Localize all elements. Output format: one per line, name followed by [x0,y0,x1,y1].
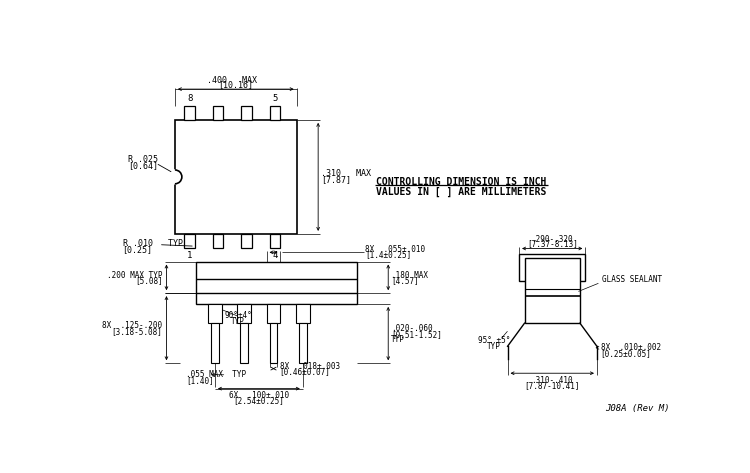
Circle shape [168,170,182,184]
Text: [0.46±0.07]: [0.46±0.07] [280,367,331,376]
Text: .200 MAX TYP: .200 MAX TYP [107,271,163,280]
Text: R .025: R .025 [128,156,158,165]
Text: [3.18-5.08]: [3.18-5.08] [112,327,163,336]
Bar [270,106,280,120]
Text: .055 MAX  TYP: .055 MAX TYP [187,370,247,379]
Text: 1: 1 [187,251,192,260]
Text: .020-.060: .020-.060 [392,324,433,333]
Bar [175,120,296,234]
Text: [1.4±0.25]: [1.4±0.25] [365,250,411,259]
Bar [242,234,252,248]
Bar [184,106,195,120]
Bar [237,304,251,323]
Bar [270,323,278,363]
Text: [1.40]: [1.40] [187,377,214,385]
Text: .290-.320: .290-.320 [532,235,573,244]
Text: 6X  .100±.010: 6X .100±.010 [229,391,289,400]
Bar [524,258,580,323]
Text: .180 MAX: .180 MAX [392,271,428,280]
Text: [0.51-1.52]: [0.51-1.52] [392,330,442,339]
Text: 8X  .010±.002: 8X .010±.002 [601,343,661,352]
Text: CONTROLLING DIMENSION IS INCH: CONTROLLING DIMENSION IS INCH [376,177,547,187]
Text: 4: 4 [272,251,278,260]
Text: [2.54±0.25]: [2.54±0.25] [233,396,284,405]
Text: [0.25±0.05]: [0.25±0.05] [601,349,652,358]
Bar [299,323,307,363]
Bar [208,304,222,323]
Text: TYP: TYP [392,335,405,344]
Text: [5.08]: [5.08] [135,276,163,285]
Text: 8X  .125-.200: 8X .125-.200 [103,321,163,330]
Bar [211,323,219,363]
Text: TYP: TYP [487,342,501,351]
Text: R .010   TYP: R .010 TYP [122,238,182,247]
Text: [7.87-10.41]: [7.87-10.41] [524,381,580,390]
Bar [241,323,248,363]
Text: [0.64]: [0.64] [128,162,158,171]
Bar [184,234,195,248]
Text: [4.57]: [4.57] [392,276,419,285]
Bar [242,106,252,120]
Bar [213,106,223,120]
Text: TYP: TYP [231,317,245,326]
Text: 90°±4°: 90°±4° [224,311,252,320]
Text: VALUES IN [ ] ARE MILLIMETERS: VALUES IN [ ] ARE MILLIMETERS [376,186,547,197]
Bar [519,254,585,281]
Text: .400   MAX: .400 MAX [207,76,257,85]
Bar [196,293,358,304]
Text: J08A (Rev M): J08A (Rev M) [604,404,669,413]
Bar [296,304,310,323]
Text: [7.87]: [7.87] [321,175,351,184]
Text: [0.25]: [0.25] [122,245,152,254]
Text: 95° ±5°: 95° ±5° [478,336,510,345]
Text: 5: 5 [272,94,278,103]
Text: 8X  .018±.003: 8X .018±.003 [280,362,340,371]
Bar [266,304,280,323]
Text: [10.16]: [10.16] [218,80,254,89]
Text: .310   MAX: .310 MAX [321,168,371,177]
Text: 8X  .055±.010: 8X .055±.010 [365,245,425,254]
Text: .310-.410: .310-.410 [532,377,573,385]
Bar [213,234,223,248]
Bar [270,234,280,248]
Text: [7.37-8.13]: [7.37-8.13] [526,239,578,248]
Text: 8: 8 [187,94,192,103]
Bar [196,262,358,279]
Text: GLASS SEALANT: GLASS SEALANT [602,275,662,284]
